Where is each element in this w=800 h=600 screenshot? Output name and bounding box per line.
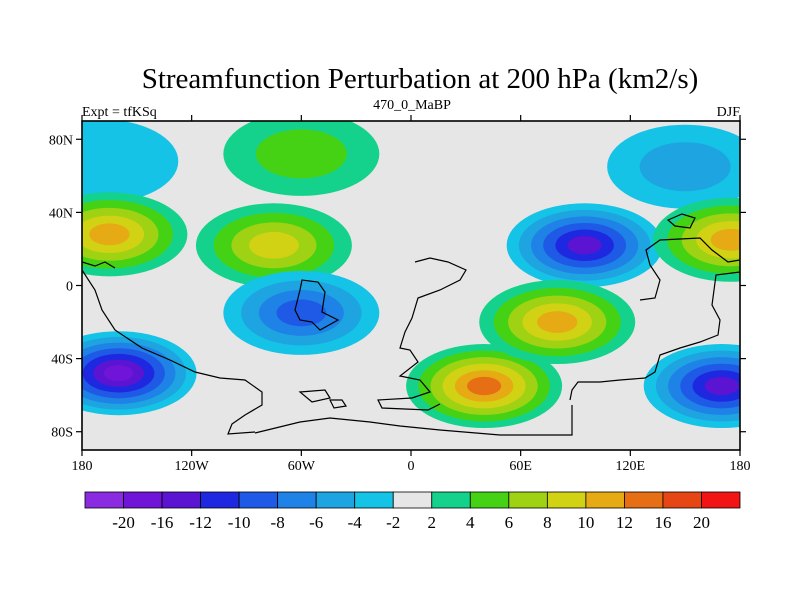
feature-australian-low — [643, 344, 740, 429]
colorbar-swatch — [469, 491, 510, 509]
colorbar-label: 8 — [543, 513, 552, 532]
colorbar-swatch — [662, 491, 702, 509]
feature-south-pacific-low — [82, 331, 197, 416]
contour-field — [82, 121, 740, 450]
coastlines — [82, 213, 740, 436]
y-tick-label: 80N — [49, 133, 73, 148]
y-tick-label: 80S — [51, 426, 73, 441]
colorbar-label: 2 — [428, 513, 437, 532]
contour-band — [276, 299, 327, 327]
coast-japan — [666, 213, 696, 229]
coast-africa-west — [294, 279, 340, 331]
contour-band — [639, 142, 731, 192]
x-tick-label: 180 — [730, 459, 751, 474]
colorbar-label: -20 — [112, 513, 135, 532]
colorbar-swatch — [123, 491, 163, 509]
contour-band — [82, 121, 179, 204]
feature-atlantic-low-south — [223, 270, 380, 355]
colorbar-label: -2 — [386, 513, 400, 532]
colorbar-swatch — [354, 491, 394, 509]
y-tick-label: 40N — [49, 206, 73, 221]
contour-band — [704, 376, 739, 396]
colorbar-swatch — [238, 491, 279, 509]
coast-antarctica — [254, 405, 573, 436]
x-tick-label: 60E — [509, 459, 532, 474]
season-label: DJF — [717, 105, 741, 120]
colorbar-label: -8 — [271, 513, 285, 532]
colorbar-label: -10 — [228, 513, 251, 532]
colorbar-label: -4 — [348, 513, 363, 532]
contour-band — [89, 223, 130, 246]
feature-subtropical-high-atlantic — [195, 203, 352, 288]
colorbar-swatch — [546, 491, 587, 509]
feature-asian-low — [506, 203, 663, 288]
contour-band — [537, 311, 578, 333]
colorbar-label: 6 — [505, 513, 514, 532]
x-tick-label: 120W — [175, 459, 210, 474]
expt-label: Expt = tfKSq — [82, 105, 157, 120]
coast-africa — [377, 257, 467, 411]
feature-arctic-low-east — [607, 124, 740, 209]
x-tick-label: 0 — [408, 459, 415, 474]
colorbar-swatch — [508, 491, 548, 509]
y-tick-label: 40S — [51, 353, 73, 368]
contour-band — [103, 365, 134, 382]
feature-indian-ocean-high — [479, 280, 636, 365]
coast-madagascar — [298, 389, 331, 403]
colorbar-swatch — [315, 491, 356, 509]
coast-south-america-west — [82, 269, 263, 435]
feature-central-pacific-high — [82, 192, 188, 277]
feature-north-atlantic-ridge — [223, 121, 380, 196]
coast-india — [569, 271, 740, 401]
coast-asia — [639, 237, 740, 301]
colorbar-swatch — [84, 491, 124, 509]
x-tick-label: 120E — [616, 459, 646, 474]
feature-north-pacific-low-west — [82, 121, 179, 204]
colorbar-label: 4 — [466, 513, 475, 532]
colorbar-label: 12 — [616, 513, 633, 532]
chart-title: Streamfunction Perturbation at 200 hPa (… — [142, 63, 699, 95]
colorbar-label: -16 — [151, 513, 174, 532]
colorbar-label: 10 — [577, 513, 594, 532]
colorbar-label: -6 — [309, 513, 323, 532]
feature-southern-ocean-high — [406, 344, 563, 429]
y-tick-label: 0 — [66, 280, 73, 295]
colorbar-swatch — [431, 491, 471, 509]
contour-band — [255, 129, 347, 179]
contour-band — [467, 376, 502, 396]
colorbar-label: 20 — [693, 513, 710, 532]
colorbar: -20 -16 -12 -10 -8 -6 -4 -2 2 4 6 8 10 12 16 20 — [84, 491, 741, 532]
case-label: 470_0_MaBP — [373, 98, 451, 113]
x-tick-label: 180 — [72, 459, 93, 474]
coast-antarctic-peninsula — [329, 399, 348, 409]
colorbar-swatch — [200, 491, 240, 509]
x-tick-label: 60W — [288, 459, 316, 474]
coast-north-america — [82, 261, 116, 269]
colorbar-swatch — [701, 491, 741, 509]
colorbar-swatch — [161, 491, 201, 509]
colorbar-swatch — [585, 491, 625, 509]
contour-band — [710, 228, 740, 251]
colorbar-swatch — [277, 491, 317, 509]
colorbar-swatch — [624, 491, 664, 509]
colorbar-label: 16 — [654, 513, 671, 532]
contour-band — [567, 236, 602, 255]
colorbar-label: -12 — [189, 513, 212, 532]
contour-band — [249, 231, 299, 259]
colorbar-swatch — [392, 491, 433, 509]
